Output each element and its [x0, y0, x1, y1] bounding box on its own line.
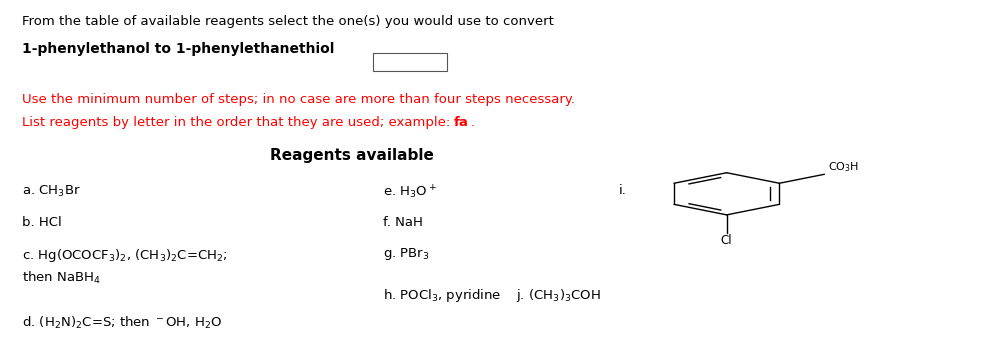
Text: e. H$_3$O$^+$: e. H$_3$O$^+$ [383, 184, 437, 201]
Text: CO$_3$H: CO$_3$H [828, 160, 859, 174]
Text: From the table of available reagents select the one(s) you would use to convert: From the table of available reagents sel… [22, 15, 554, 28]
Text: f. NaH: f. NaH [383, 216, 423, 229]
Text: .: . [470, 116, 474, 129]
Text: then NaBH$_4$: then NaBH$_4$ [22, 270, 100, 286]
Text: Use the minimum number of steps; in no case are more than four steps necessary.: Use the minimum number of steps; in no c… [22, 94, 574, 106]
Text: 1-phenylethanol to 1-phenylethanethiol: 1-phenylethanol to 1-phenylethanethiol [22, 42, 334, 56]
Text: List reagents by letter in the order that they are used; example:: List reagents by letter in the order tha… [22, 116, 454, 129]
Text: h. POCl$_3$, pyridine: h. POCl$_3$, pyridine [383, 287, 502, 304]
Text: d. (H$_2$N)$_2$C=S; then $^-$OH, H$_2$O: d. (H$_2$N)$_2$C=S; then $^-$OH, H$_2$O [22, 314, 222, 330]
Text: i.: i. [619, 184, 627, 197]
Text: Cl: Cl [721, 235, 733, 248]
Text: b. HCl: b. HCl [22, 216, 61, 229]
Text: c. Hg(OCOCF$_3$)$_2$, (CH$_3$)$_2$C=CH$_2$;: c. Hg(OCOCF$_3$)$_2$, (CH$_3$)$_2$C=CH$_… [22, 246, 227, 264]
Text: j. (CH$_3$)$_3$COH: j. (CH$_3$)$_3$COH [516, 287, 601, 304]
FancyBboxPatch shape [373, 53, 447, 71]
Text: g. PBr$_3$: g. PBr$_3$ [383, 246, 429, 262]
Text: fa: fa [454, 116, 468, 129]
Text: Reagents available: Reagents available [270, 148, 434, 163]
Text: a. CH$_3$Br: a. CH$_3$Br [22, 184, 81, 199]
